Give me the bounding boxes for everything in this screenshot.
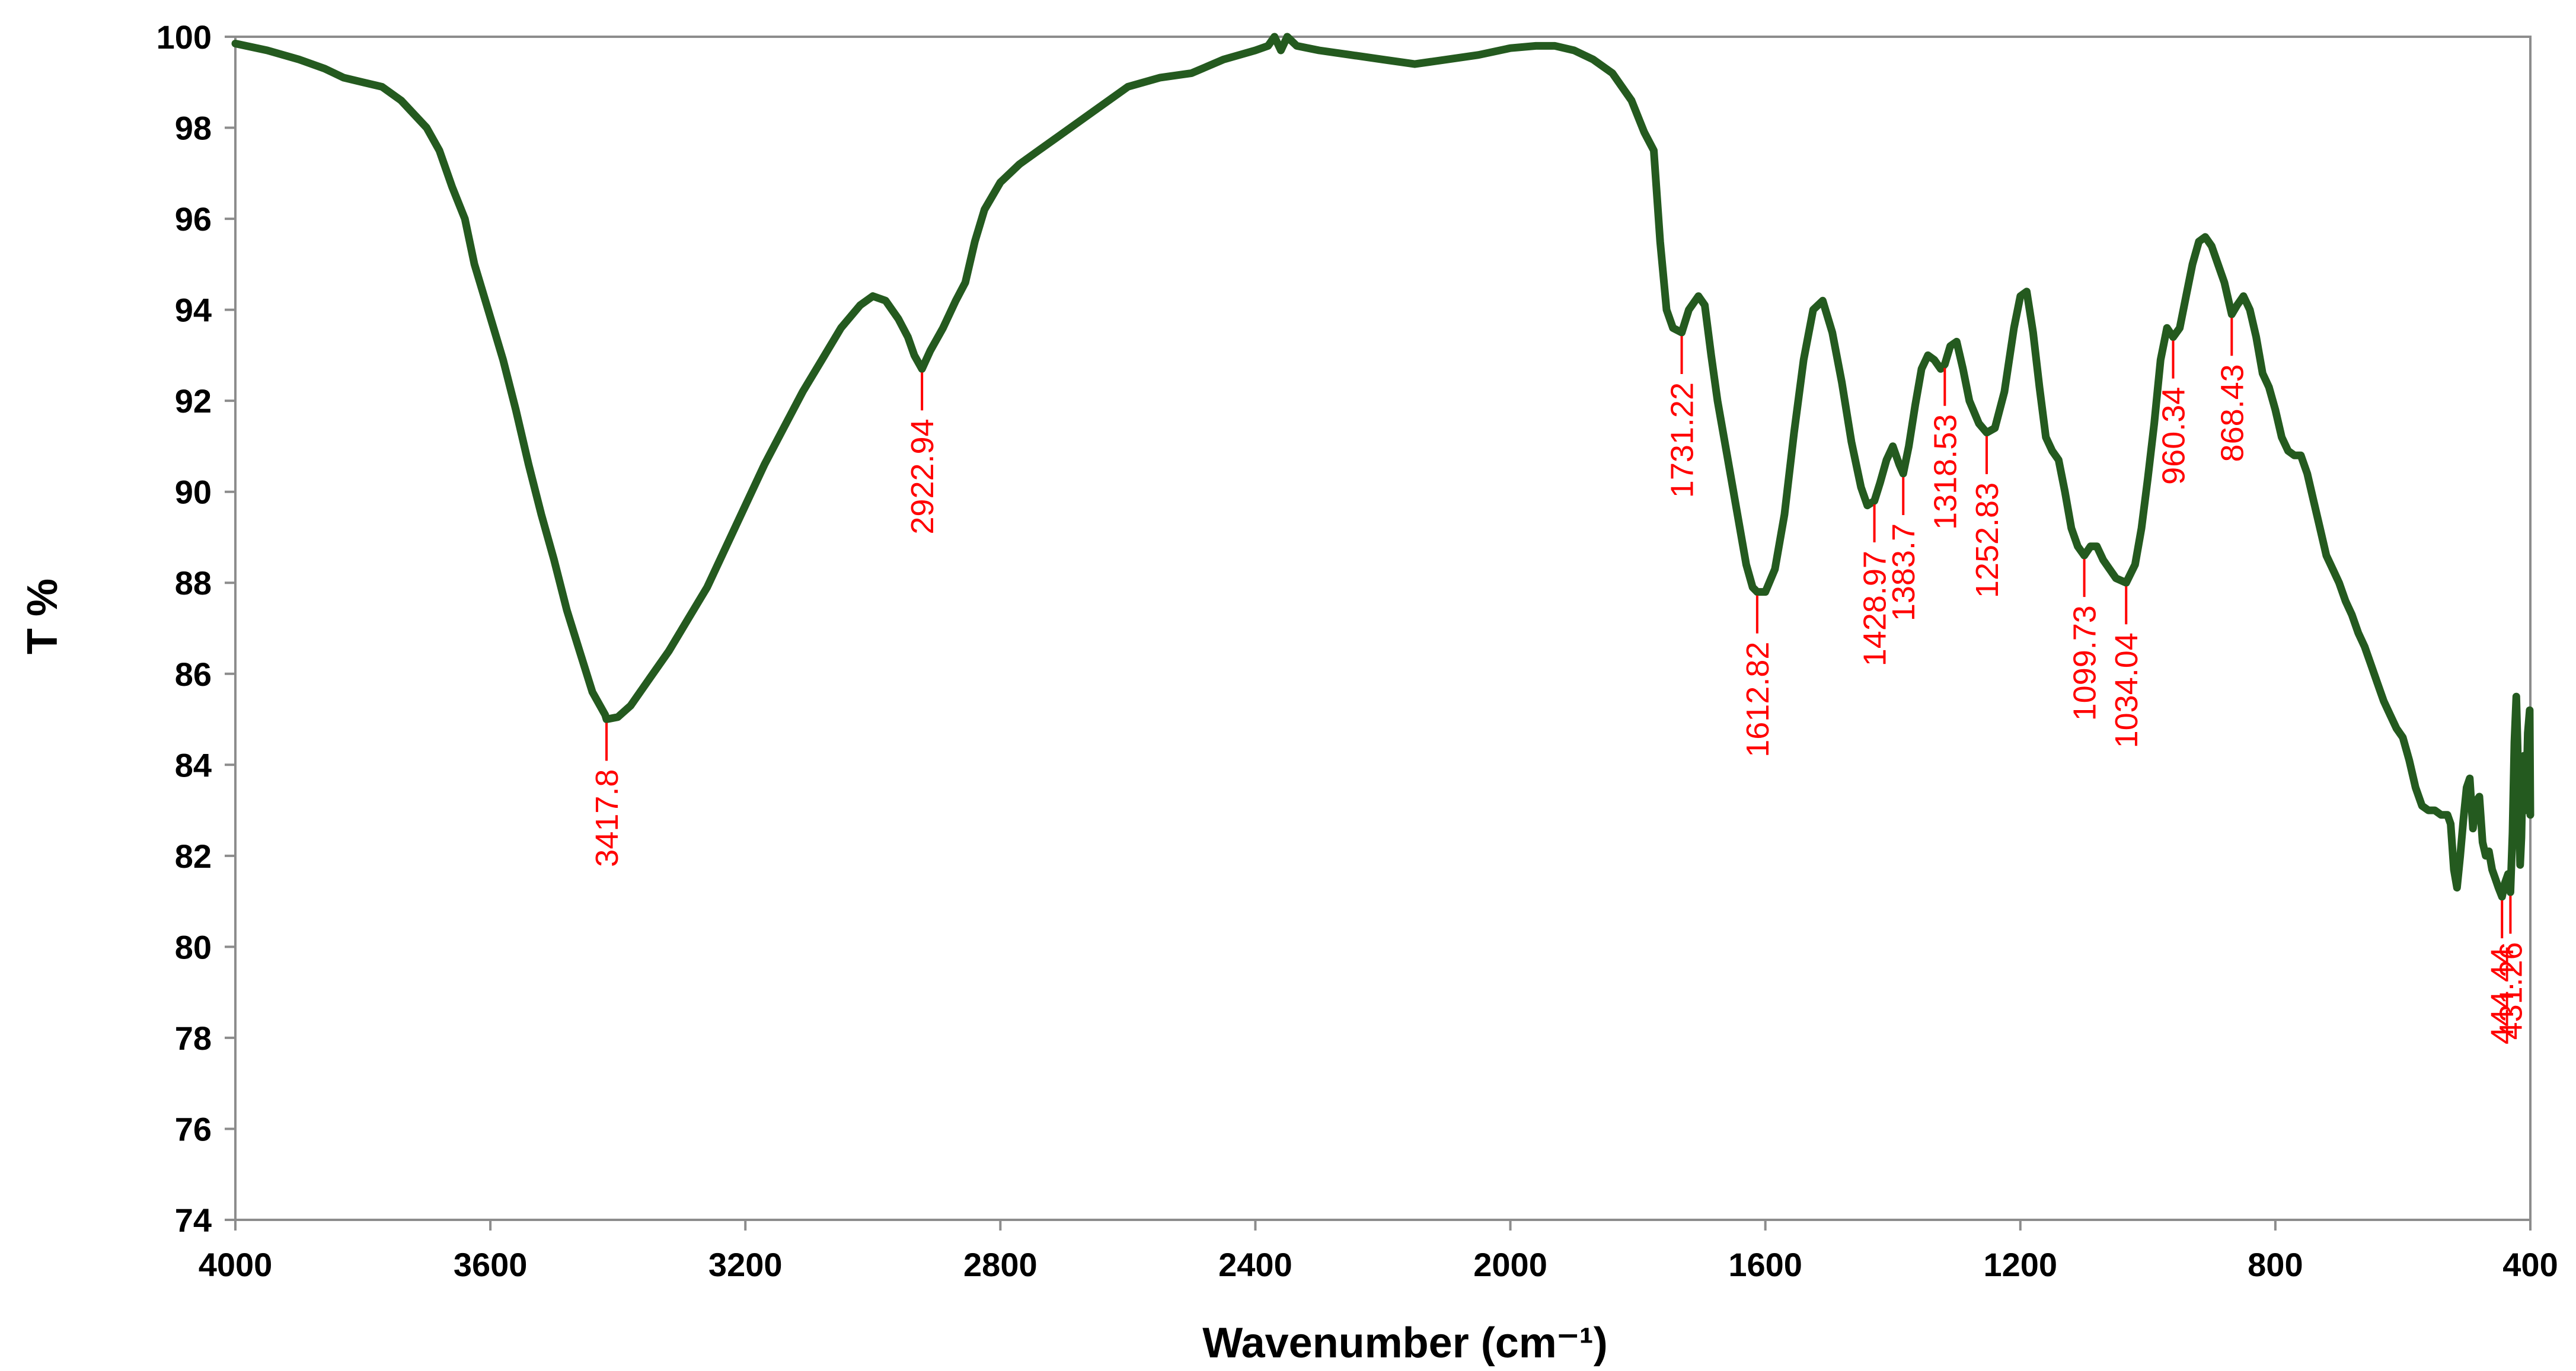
x-tick-label: 2800 — [963, 1246, 1038, 1283]
peak-label: 2922.94 — [905, 418, 940, 534]
plot-area-border — [234, 36, 2532, 1221]
x-tick-label: 4000 — [199, 1246, 273, 1283]
y-tick-label: 86 — [175, 656, 212, 693]
peak-label: 1383.7 — [1886, 523, 1921, 621]
x-tick-label: 400 — [2502, 1246, 2558, 1283]
y-tick-label: 88 — [175, 564, 212, 602]
y-axis-title: T % — [19, 579, 66, 654]
x-tick-label: 2000 — [1473, 1246, 1547, 1283]
y-tick-label: 82 — [175, 838, 212, 875]
x-tick-label: 3600 — [454, 1246, 528, 1283]
x-tick-label: 1200 — [1983, 1246, 2057, 1283]
y-tick-label: 100 — [157, 18, 212, 56]
y-tick-label: 76 — [175, 1110, 212, 1148]
peak-label: 431.26 — [2493, 942, 2529, 1040]
plot-frame — [234, 36, 2532, 1221]
y-axis-ticks: 74 76 78 80 82 84 86 88 90 92 94 96 98 100 — [157, 18, 235, 1239]
y-tick-label: 94 — [175, 292, 212, 329]
series-layer — [231, 33, 2534, 901]
peak-label: 868.43 — [2214, 364, 2250, 462]
y-tick-label: 78 — [175, 1020, 212, 1057]
peak-label: 960.34 — [2156, 387, 2191, 485]
peak-label: 1252.83 — [1969, 482, 2005, 598]
y-tick-label: 84 — [175, 746, 212, 784]
y-tick-label: 92 — [175, 382, 212, 420]
peak-label: 1428.97 — [1857, 551, 1893, 666]
peak-annotations: 3417.8 2922.94 1731.22 1612.82 1428.971383.7… — [589, 318, 2529, 1044]
x-axis-title: Wavenumber (cm⁻¹) — [1202, 1319, 1607, 1367]
x-tick-label: 2400 — [1218, 1246, 1292, 1283]
peak-label: 1731.22 — [1665, 382, 1700, 498]
y-tick-label: 90 — [175, 474, 212, 511]
x-tick-label: 3200 — [708, 1246, 783, 1283]
peak-label: 1034.04 — [2109, 632, 2144, 748]
x-tick-label: 800 — [2248, 1246, 2303, 1283]
y-tick-label: 96 — [175, 200, 212, 238]
y-tick-label: 98 — [175, 110, 212, 147]
x-tick-label: 1600 — [1728, 1246, 1802, 1283]
peak-label: 1099.73 — [2067, 605, 2103, 721]
y-tick-label: 80 — [175, 928, 212, 966]
peak-label: 3417.8 — [589, 769, 625, 867]
peak-label: 1318.53 — [1927, 414, 1963, 530]
peak-label: 1612.82 — [1740, 642, 1776, 758]
transmittance-line — [231, 33, 2534, 901]
peak-label: 444.44 — [2485, 947, 2520, 1044]
y-tick-label: 74 — [175, 1201, 212, 1239]
x-axis-ticks: 4000 3600 3200 2800 2400 2000 1600 1200 800 400 — [199, 1220, 2558, 1283]
